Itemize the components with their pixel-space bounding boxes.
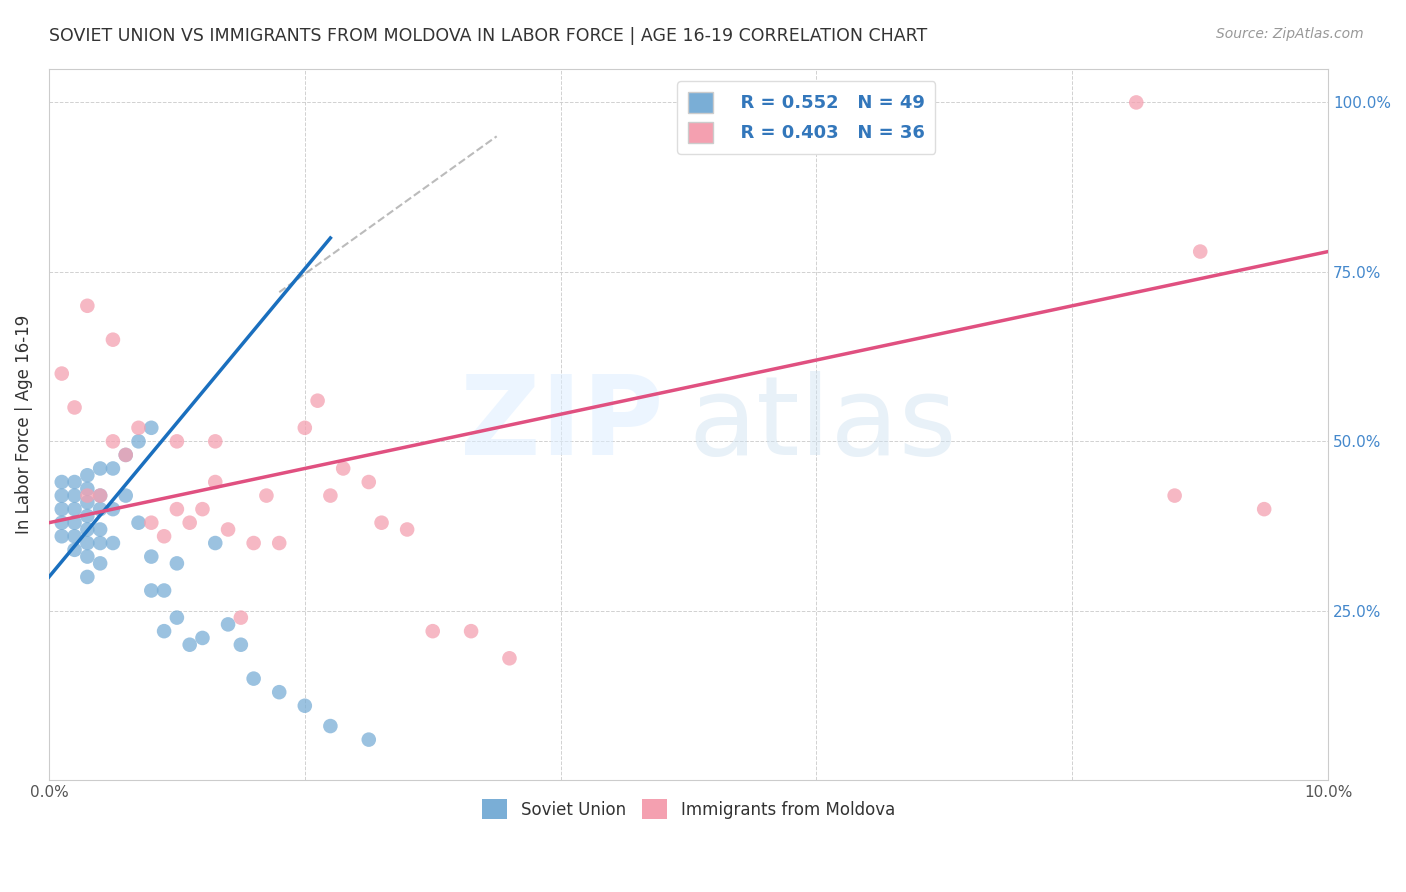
Point: [76, 523, 98, 537]
Point: [141, 421, 163, 435]
Point: [217, 617, 239, 632]
Point: [114, 448, 136, 462]
Point: [76, 482, 98, 496]
Point: [63, 502, 86, 516]
Point: [1163, 489, 1185, 503]
Point: [269, 685, 291, 699]
Point: [204, 475, 226, 489]
Text: atlas: atlas: [689, 371, 957, 478]
Point: [89, 523, 111, 537]
Point: [76, 468, 98, 483]
Point: [141, 583, 163, 598]
Text: ZIP: ZIP: [460, 371, 664, 478]
Point: [51, 516, 73, 530]
Legend: Soviet Union, Immigrants from Moldova: Soviet Union, Immigrants from Moldova: [475, 793, 901, 825]
Point: [128, 516, 150, 530]
Point: [498, 651, 520, 665]
Point: [166, 610, 188, 624]
Point: [166, 502, 188, 516]
Point: [166, 557, 188, 571]
Point: [76, 508, 98, 523]
Point: [101, 434, 124, 449]
Point: [128, 421, 150, 435]
Point: [101, 461, 124, 475]
Point: [357, 475, 380, 489]
Point: [242, 536, 264, 550]
Point: [76, 570, 98, 584]
Point: [254, 489, 277, 503]
Point: [63, 401, 86, 415]
Point: [460, 624, 482, 639]
Point: [51, 529, 73, 543]
Point: [51, 502, 73, 516]
Point: [307, 393, 329, 408]
Point: [89, 489, 111, 503]
Point: [1125, 95, 1147, 110]
Point: [229, 638, 252, 652]
Point: [396, 523, 419, 537]
Point: [179, 638, 201, 652]
Point: [1253, 502, 1275, 516]
Point: [51, 367, 73, 381]
Point: [76, 536, 98, 550]
Point: [332, 461, 354, 475]
Text: Source: ZipAtlas.com: Source: ZipAtlas.com: [1216, 27, 1364, 41]
Point: [63, 489, 86, 503]
Point: [76, 549, 98, 564]
Point: [229, 610, 252, 624]
Point: [114, 489, 136, 503]
Point: [166, 434, 188, 449]
Point: [63, 542, 86, 557]
Point: [128, 434, 150, 449]
Point: [217, 523, 239, 537]
Point: [63, 475, 86, 489]
Point: [114, 448, 136, 462]
Point: [51, 489, 73, 503]
Point: [294, 421, 316, 435]
Point: [101, 536, 124, 550]
Point: [141, 549, 163, 564]
Point: [51, 475, 73, 489]
Point: [89, 557, 111, 571]
Point: [204, 434, 226, 449]
Point: [294, 698, 316, 713]
Point: [76, 495, 98, 509]
Point: [89, 536, 111, 550]
Point: [153, 529, 176, 543]
Point: [204, 536, 226, 550]
Point: [242, 672, 264, 686]
Y-axis label: In Labor Force | Age 16-19: In Labor Force | Age 16-19: [15, 315, 32, 534]
Point: [179, 516, 201, 530]
Point: [141, 516, 163, 530]
Point: [89, 461, 111, 475]
Point: [370, 516, 392, 530]
Point: [63, 516, 86, 530]
Point: [422, 624, 444, 639]
Point: [76, 299, 98, 313]
Point: [191, 631, 214, 645]
Point: [153, 583, 176, 598]
Point: [153, 624, 176, 639]
Point: [1189, 244, 1212, 259]
Text: SOVIET UNION VS IMMIGRANTS FROM MOLDOVA IN LABOR FORCE | AGE 16-19 CORRELATION C: SOVIET UNION VS IMMIGRANTS FROM MOLDOVA …: [49, 27, 928, 45]
Point: [76, 489, 98, 503]
Point: [89, 502, 111, 516]
Point: [191, 502, 214, 516]
Point: [269, 536, 291, 550]
Point: [89, 489, 111, 503]
Point: [63, 529, 86, 543]
Point: [357, 732, 380, 747]
Point: [101, 333, 124, 347]
Point: [319, 489, 342, 503]
Point: [101, 502, 124, 516]
Point: [319, 719, 342, 733]
